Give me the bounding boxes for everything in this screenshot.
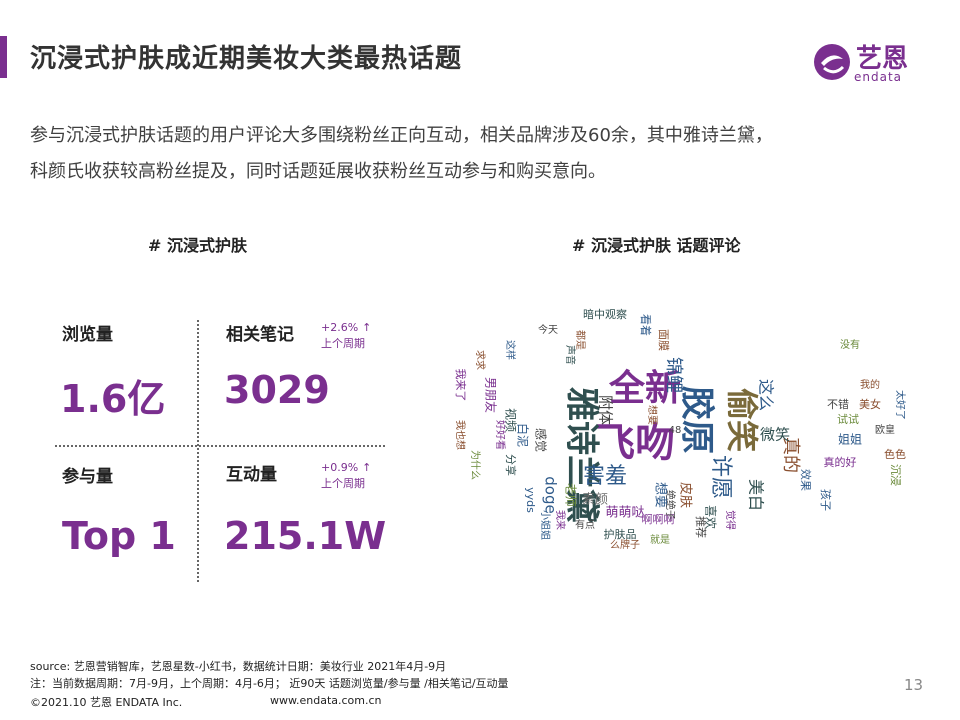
word-cloud-term: 色色 — [884, 447, 906, 461]
word-cloud-term: 分享 — [504, 454, 518, 476]
word-cloud-term: 胶原 — [677, 386, 717, 454]
word-cloud-term: 求求 — [474, 350, 486, 370]
word-cloud-term: 美女 — [859, 397, 881, 411]
word-cloud-term: 孩子 — [819, 489, 832, 511]
word-cloud-term: 面膜 — [657, 329, 670, 351]
word-cloud-term: 皮肤 — [678, 482, 693, 508]
intro-text: 参与沉浸式护肤话题的用户评论大多围绕粉丝正向互动，相关品牌涉及60余，其中雅诗兰… — [30, 118, 930, 190]
metric-participation-value: Top 1 — [62, 514, 176, 558]
word-cloud-term: 护肤品 — [604, 527, 637, 541]
word-cloud-term: 都是 — [574, 330, 586, 350]
word-cloud-term: 男朋友 — [484, 377, 498, 413]
word-cloud-term: 不错 — [827, 397, 849, 411]
word-cloud-term: 48 — [669, 425, 682, 436]
word-cloud-term: 这样 — [504, 340, 517, 360]
page-number: 13 — [904, 676, 924, 694]
endata-logo: 艺恩 endata — [808, 36, 938, 92]
word-cloud-term: 推荐 — [694, 516, 708, 538]
metric-interaction-value: 215.1W — [224, 514, 387, 558]
intro-line-2: 科颜氏收获较高粉丝提及，同时话题延展收获粉丝互动参与和购买意向。 — [30, 161, 606, 182]
logo-chinese-name: 艺恩 — [856, 44, 909, 74]
title-accent-bar — [0, 36, 7, 78]
metrics-horizontal-divider — [55, 445, 385, 447]
word-cloud-term: 效果 — [799, 469, 813, 491]
word-cloud-term: 我来 — [554, 510, 566, 530]
word-cloud-term: 老师 — [564, 483, 578, 507]
footer-website: www.endata.com.cn — [270, 694, 382, 707]
arrow-up-icon: ↑ — [362, 461, 372, 474]
metric-interaction-delta-note: 上个周期 — [321, 477, 365, 490]
right-section-heading: # 沉浸式护肤 话题评论 — [572, 236, 741, 255]
word-cloud-term: 好好看 — [494, 420, 507, 450]
metric-interaction-label: 互动量 — [226, 465, 277, 485]
word-cloud-term: 视频 — [504, 408, 519, 432]
word-cloud-term: 这么 — [757, 379, 776, 411]
left-section-heading: # 沉浸式护肤 — [148, 236, 247, 255]
word-cloud-term: 看着 — [639, 314, 653, 336]
word-cloud-term: 美白 — [747, 479, 766, 511]
metric-notes-delta-value: +2.6% — [321, 321, 359, 334]
word-cloud-term: 我来了 — [454, 369, 467, 402]
word-cloud-term: 欧皇 — [875, 423, 895, 436]
word-cloud-term: 全新 — [608, 367, 681, 409]
word-cloud-term: 感觉 — [534, 428, 549, 452]
word-cloud-term: 素颜 — [582, 492, 608, 508]
page-title: 沉浸式护肤成近期美妆大类最热话题 — [30, 44, 463, 74]
word-cloud-term: 有点 — [575, 518, 595, 531]
intro-line-1: 参与沉浸式护肤话题的用户评论大多围绕粉丝正向互动，相关品牌涉及60余，其中雅诗兰… — [30, 125, 773, 146]
word-cloud-term: 锦鲤 — [663, 357, 684, 393]
metric-interaction-delta: +0.9% ↑ 上个周期 — [321, 460, 371, 492]
metric-notes-value: 3029 — [224, 368, 330, 412]
word-cloud-term: 害羞 — [583, 464, 627, 489]
metric-views-value: 1.6亿 — [60, 377, 166, 421]
word-cloud-term: 偷笑 — [723, 388, 761, 452]
word-cloud-term: 许愿 — [708, 455, 733, 499]
logo-english-name: endata — [854, 70, 903, 84]
footer-note: 注：当前数据周期：7月-9月，上个周期：4月-6月； 近90天 话题浏览量/参与… — [30, 677, 509, 690]
endata-logo-icon — [814, 44, 850, 80]
word-cloud-term: 么牌子 — [610, 538, 640, 551]
metric-notes-delta: +2.6% ↑ 上个周期 — [321, 320, 371, 352]
word-cloud-term: 今天 — [538, 323, 558, 336]
word-cloud-term: 太好了 — [894, 390, 907, 420]
word-cloud-term: 暗中观察 — [583, 307, 627, 321]
metrics-vertical-divider — [197, 320, 199, 582]
word-cloud-term: 小姐姐 — [539, 510, 552, 540]
word-cloud-term: 啊啊啊 — [642, 513, 675, 526]
word-cloud-term: 声音 — [564, 345, 577, 365]
metric-views-label: 浏览量 — [62, 325, 113, 345]
metric-notes-label: 相关笔记 — [226, 325, 294, 345]
word-cloud-term: 就是 — [650, 533, 670, 546]
word-cloud-term: 萌萌哒 — [605, 505, 644, 521]
word-cloud-term: 我也想 — [454, 420, 467, 450]
word-cloud-term: 附体 — [597, 395, 615, 425]
word-cloud-term: 试试 — [837, 413, 859, 426]
metric-notes-delta-note: 上个周期 — [321, 337, 365, 350]
footer-source: source: 艺恩营销智库，艺恩星数-小红书，数据统计日期：美妆行业 2021… — [30, 660, 447, 673]
word-cloud-term: 雅诗兰黛 — [562, 387, 602, 523]
metric-interaction-delta-value: +0.9% — [321, 461, 359, 474]
word-cloud-term: 没有 — [840, 338, 860, 351]
word-cloud-term: 真的好 — [824, 455, 857, 469]
metric-participation-label: 参与量 — [62, 467, 113, 487]
arrow-up-icon: ↑ — [362, 321, 372, 334]
word-cloud-term: 白泥 — [516, 423, 531, 447]
word-cloud-term: 想要 — [646, 405, 659, 425]
word-cloud-term: yyds — [524, 487, 537, 513]
word-cloud-term: 沉浸 — [889, 464, 902, 486]
word-cloud-term: 真的 — [780, 437, 801, 473]
word-cloud-term: 喜欢 — [704, 505, 719, 529]
word-cloud-term: 绝绝子 — [664, 490, 677, 520]
footer-copyright: ©2021.10 艺恩 ENDATA Inc. — [30, 696, 183, 709]
word-cloud-term: doge — [542, 476, 560, 513]
word-cloud-term: 飞吻 — [595, 420, 675, 466]
word-cloud-term: 想要 — [653, 482, 669, 508]
word-cloud-term: 微笑 — [760, 426, 790, 444]
word-cloud-term: 为什么 — [469, 450, 481, 480]
word-cloud-term: 觉得 — [724, 510, 736, 530]
word-cloud-term: 姐姐 — [838, 433, 862, 447]
word-cloud-term: 我的 — [860, 378, 880, 391]
